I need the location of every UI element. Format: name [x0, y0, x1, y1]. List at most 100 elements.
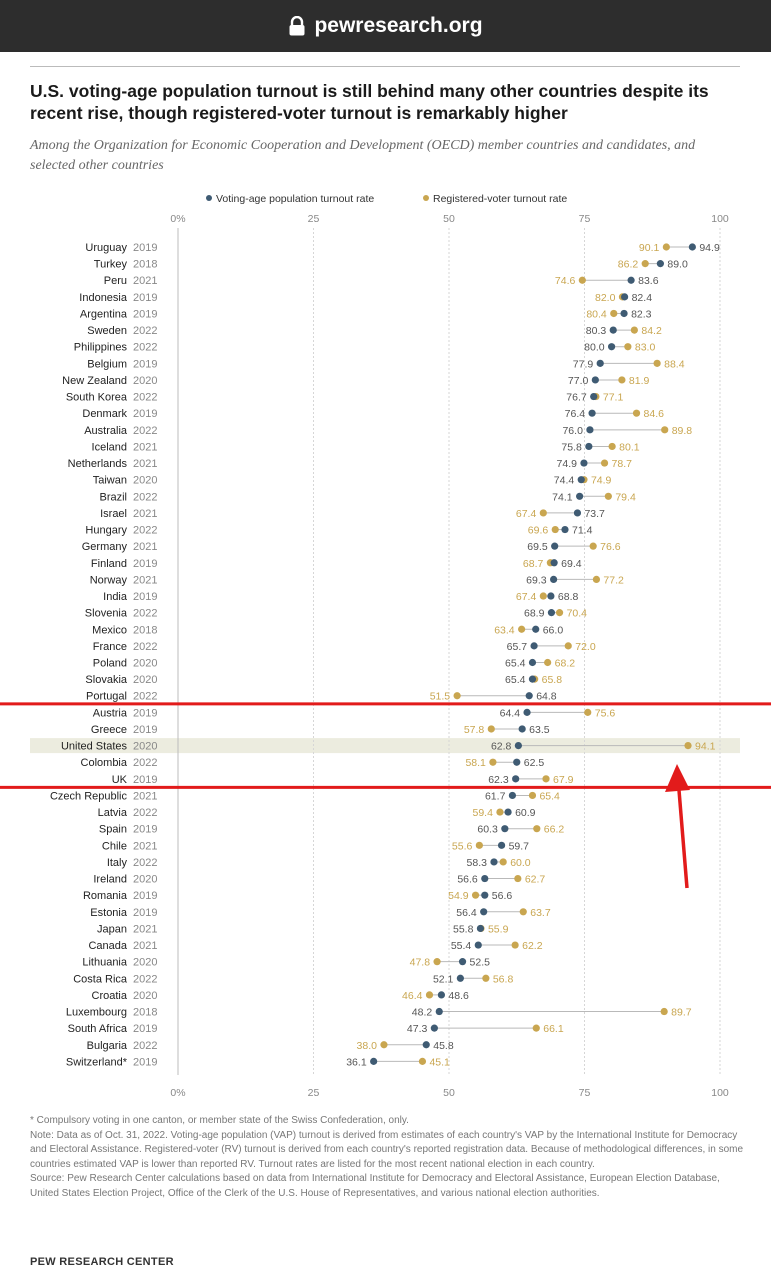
rv-data-label: 59.4: [473, 807, 494, 819]
vap-data-label: 62.3: [488, 774, 509, 786]
country-label: Estonia: [90, 907, 128, 919]
vap-point: [512, 775, 520, 783]
year-label: 2020: [133, 990, 157, 1002]
rv-data-label: 54.9: [448, 890, 469, 902]
country-label: Greece: [91, 724, 127, 736]
rv-data-label: 77.1: [603, 392, 624, 404]
rv-point: [425, 991, 434, 999]
year-label: 2019: [133, 907, 157, 919]
vap-point: [580, 459, 588, 467]
x-tick-label-top: 50: [443, 213, 455, 225]
country-label: Netherlands: [68, 458, 128, 470]
x-tick-label-bottom: 50: [443, 1087, 455, 1099]
vap-point: [474, 941, 482, 949]
country-label: Poland: [93, 658, 127, 670]
country-label: UK: [112, 774, 128, 786]
vap-data-label: 60.9: [515, 807, 536, 819]
x-tick-label-bottom: 0%: [170, 1087, 185, 1099]
year-label: 2020: [133, 375, 157, 387]
year-label: 2019: [133, 591, 157, 603]
legend-vap-label: Voting-age population turnout rate: [216, 193, 374, 205]
year-label: 2019: [133, 1023, 157, 1035]
year-label: 2022: [133, 807, 157, 819]
year-label: 2021: [133, 275, 157, 287]
rv-point: [555, 609, 564, 617]
vap-data-label: 36.1: [346, 1056, 367, 1068]
vap-data-label: 52.5: [470, 957, 491, 969]
vap-point: [437, 991, 446, 999]
vap-point: [532, 625, 540, 633]
browser-address-bar[interactable]: pewresearch.org: [0, 0, 771, 52]
year-label: 2019: [133, 292, 157, 304]
rv-data-label: 68.7: [523, 558, 544, 570]
x-tick-label-top: 100: [711, 213, 729, 225]
rv-point: [564, 642, 572, 650]
country-label: India: [103, 591, 128, 603]
rv-data-label: 56.8: [493, 973, 514, 985]
vap-data-label: 74.1: [552, 491, 573, 503]
rv-data-label: 62.2: [522, 940, 543, 952]
vap-data-label: 76.4: [565, 408, 586, 420]
rv-data-label: 74.6: [555, 275, 576, 287]
rv-point: [514, 874, 522, 883]
country-label: Japan: [97, 923, 127, 935]
url-display[interactable]: pewresearch.org: [288, 14, 483, 38]
rv-data-label: 62.7: [525, 874, 546, 886]
vap-data-label: 64.8: [536, 691, 557, 703]
rv-point: [533, 825, 541, 833]
year-label: 2020: [133, 475, 157, 487]
vap-data-label: 63.5: [529, 724, 550, 736]
country-label: Finland: [91, 558, 127, 570]
year-label: 2021: [133, 541, 157, 553]
year-label: 2022: [133, 525, 157, 537]
red-arrow-shaft: [676, 777, 689, 889]
x-tick-label-bottom: 75: [579, 1087, 591, 1099]
rv-point: [661, 426, 669, 434]
header-rule: [30, 66, 740, 67]
country-label: Slovenia: [85, 608, 128, 620]
country-label: Portugal: [86, 691, 127, 703]
year-label: 2018: [133, 259, 157, 271]
year-label: 2021: [133, 923, 157, 935]
year-label: 2021: [133, 574, 157, 586]
country-label: Croatia: [92, 990, 128, 1002]
rv-point: [542, 775, 550, 783]
vap-data-label: 65.7: [507, 641, 528, 653]
vap-data-label: 82.4: [632, 292, 653, 304]
x-tick-label-bottom: 100: [711, 1087, 729, 1099]
year-label: 2019: [133, 1056, 157, 1068]
vap-point: [476, 924, 485, 933]
rv-data-label: 58.1: [465, 757, 486, 769]
rv-point: [496, 808, 504, 816]
vap-data-label: 56.6: [457, 874, 478, 886]
vap-point: [561, 525, 569, 534]
rv-point: [608, 442, 616, 451]
chart-title: U.S. voting-age population turnout is st…: [30, 81, 709, 123]
rv-data-label: 74.9: [591, 475, 612, 487]
x-tick-label-top: 25: [308, 213, 320, 225]
country-label: Turkey: [94, 259, 128, 271]
year-label: 2020: [133, 658, 157, 670]
vap-point: [504, 808, 512, 816]
url-text: pewresearch.org: [314, 14, 483, 37]
vap-data-label: 77.0: [568, 375, 589, 387]
rv-data-label: 63.4: [494, 624, 515, 636]
vap-point: [547, 609, 556, 617]
rv-point: [632, 409, 641, 417]
vap-data-label: 80.3: [586, 325, 607, 337]
vap-data-label: 66.0: [543, 624, 564, 636]
rv-point: [551, 525, 559, 534]
country-label: Mexico: [92, 624, 127, 636]
rv-point: [532, 1024, 540, 1032]
vap-data-label: 73.7: [584, 508, 605, 520]
vap-data-label: 68.8: [558, 591, 579, 603]
country-label: Latvia: [98, 807, 128, 819]
country-label: Sweden: [87, 325, 127, 337]
rv-data-label: 88.4: [664, 358, 685, 370]
rv-point: [641, 260, 649, 268]
rv-point: [630, 326, 638, 334]
rv-point: [600, 459, 609, 467]
rv-data-label: 76.6: [600, 541, 621, 553]
vap-point: [596, 359, 604, 367]
country-label: Norway: [90, 574, 128, 586]
